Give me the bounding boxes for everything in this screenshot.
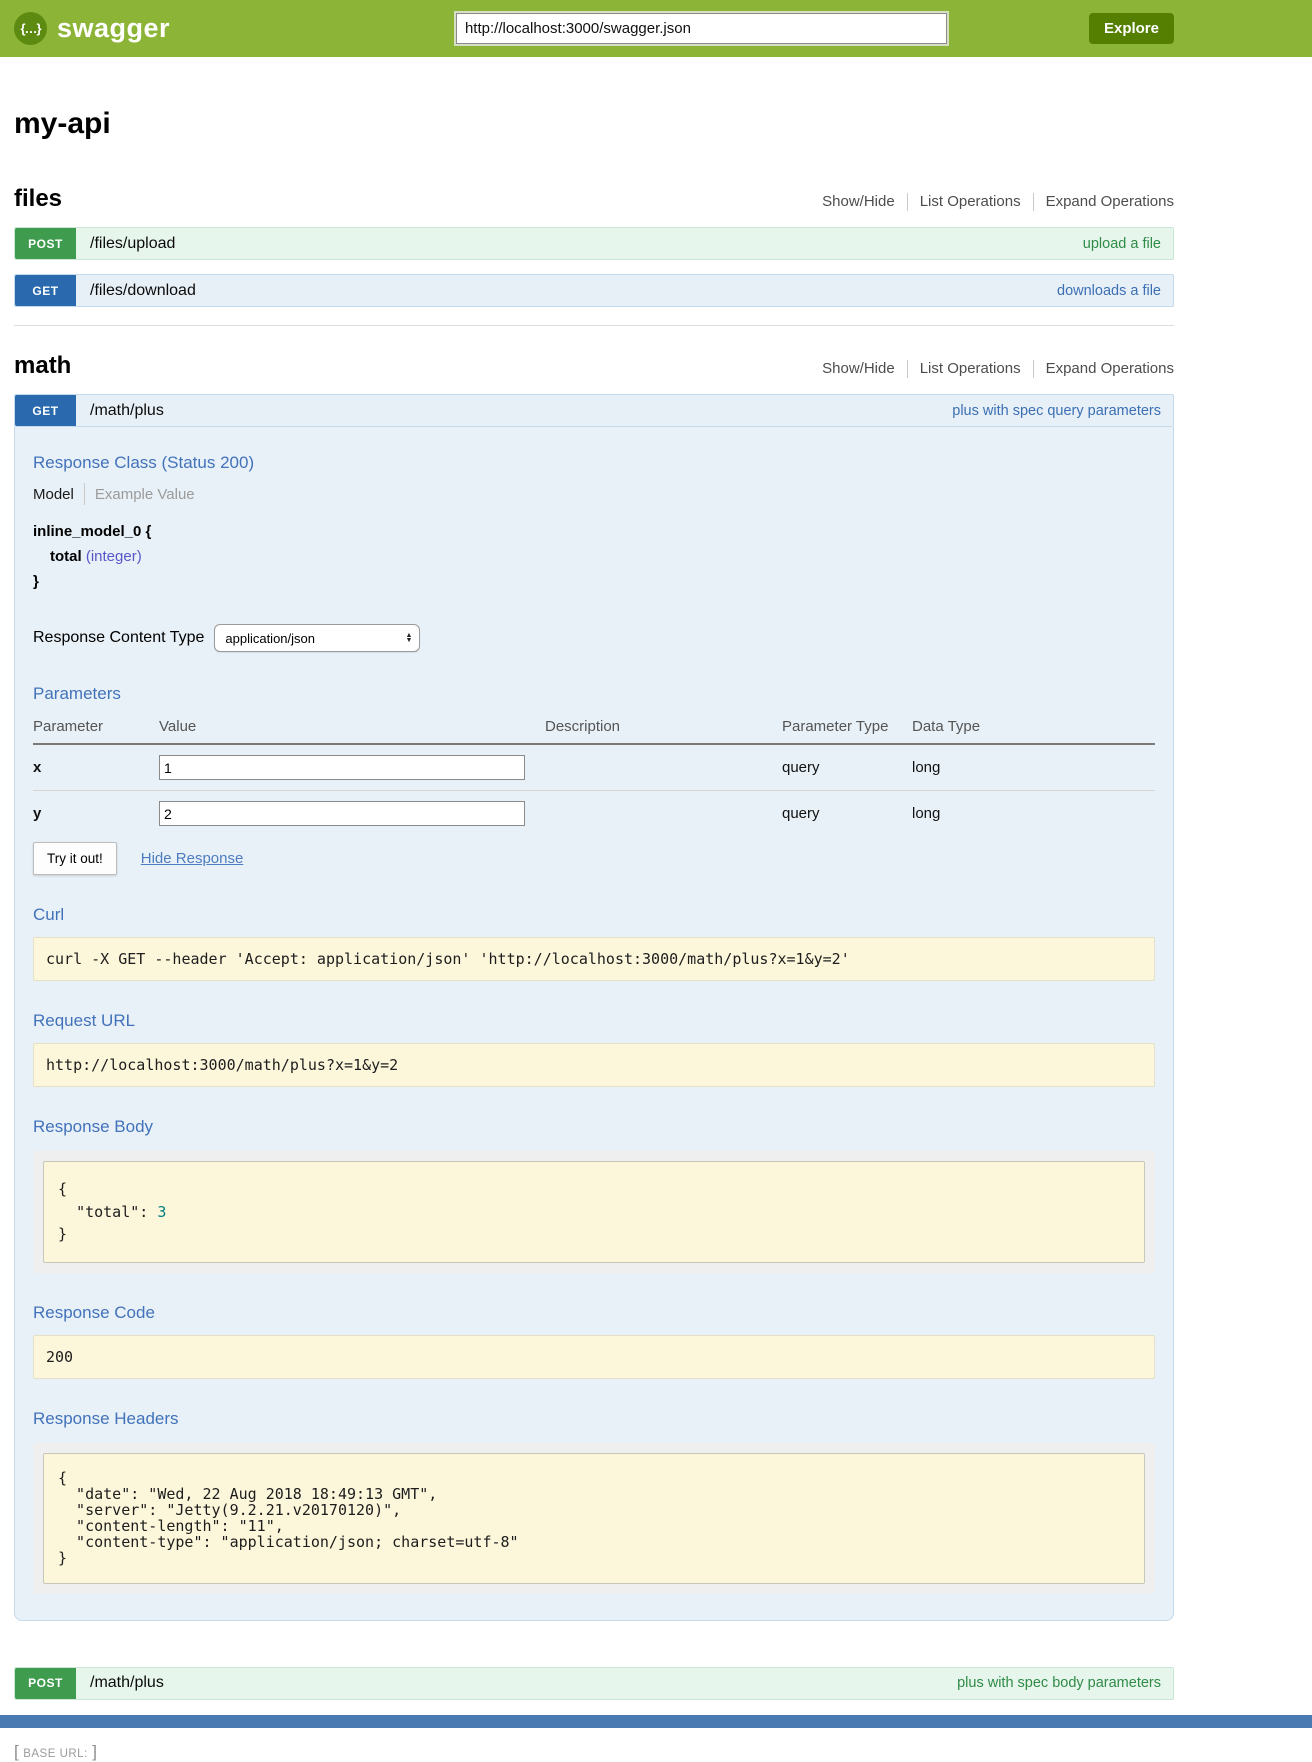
section-math: math Show/Hide List Operations Expand Op…	[14, 352, 1174, 1700]
operation-row-post-math-plus[interactable]: POST /math/plus plus with spec body para…	[14, 1666, 1174, 1700]
parameters-table: Parameter Value Description Parameter Ty…	[33, 714, 1155, 836]
divider	[1032, 359, 1034, 378]
operation-summary-link[interactable]: upload a file	[1082, 235, 1161, 252]
param-type: query	[782, 790, 912, 836]
curl-heading: Curl	[33, 905, 65, 924]
operation-summary-link[interactable]: plus with spec body parameters	[957, 1675, 1161, 1692]
operation-row-get-files-download[interactable]: GET /files/download downloads a file	[14, 274, 1174, 307]
param-data-type: long	[912, 759, 941, 776]
bracket-close: ]	[92, 1741, 97, 1761]
col-header-data-type: Data Type	[912, 714, 1155, 745]
request-url-heading: Request URL	[33, 1011, 136, 1030]
col-header-description: Description	[545, 714, 782, 745]
operation-path[interactable]: /files/download	[90, 281, 196, 299]
section-title-files[interactable]: files	[14, 185, 63, 212]
response-headers-wrapper: { "date": "Wed, 22 Aug 2018 18:49:13 GMT…	[33, 1442, 1155, 1594]
list-operations-link[interactable]: List Operations	[919, 360, 1021, 377]
operation-row-post-files-upload[interactable]: POST /files/upload upload a file	[14, 227, 1174, 260]
header-bar: {…} swagger Explore	[0, 0, 1312, 57]
param-name: x	[33, 759, 42, 776]
param-row-y: y query long	[33, 790, 1155, 836]
expand-operations-link[interactable]: Expand Operations	[1045, 193, 1174, 210]
method-badge-post: POST	[15, 228, 76, 259]
operation-path[interactable]: /math/plus	[90, 401, 164, 419]
spec-url-input[interactable]	[453, 11, 949, 46]
operation-block-get-math-plus: GET /math/plus plus with spec query para…	[14, 394, 1174, 1621]
param-x-value-input[interactable]	[159, 755, 525, 780]
param-row-x: x query long	[33, 744, 1155, 791]
response-headers-heading: Response Headers	[33, 1408, 179, 1428]
operation-path[interactable]: /files/upload	[90, 234, 176, 252]
method-badge-post: POST	[15, 1667, 76, 1699]
swagger-logo-icon[interactable]: {…}	[14, 12, 47, 45]
response-content-type-value: application/json	[225, 630, 315, 646]
col-header-parameter: Parameter	[33, 714, 159, 745]
tab-model[interactable]: Model	[33, 485, 74, 503]
base-url-footer: [ BASE URL: ]	[14, 1742, 1312, 1762]
model-tabs: Model Example Value	[33, 483, 1155, 505]
response-body-box: { "total": 3 }	[43, 1161, 1145, 1263]
select-arrows-icon: ▲ ▼	[405, 632, 413, 644]
response-content-type-select[interactable]: application/json ▲ ▼	[214, 624, 421, 652]
parameters-heading: Parameters	[33, 684, 121, 703]
hide-response-link[interactable]: Hide Response	[140, 850, 244, 867]
param-y-value-input[interactable]	[159, 801, 525, 826]
col-header-parameter-type: Parameter Type	[782, 714, 912, 745]
method-badge-get: GET	[15, 275, 76, 306]
response-content-type-label: Response Content Type	[33, 629, 205, 646]
response-code-box: 200	[33, 1334, 1155, 1379]
method-badge-get: GET	[15, 395, 76, 426]
section-divider	[14, 325, 1174, 326]
request-url-box: http://localhost:3000/math/plus?x=1&y=2	[33, 1043, 1155, 1087]
model-close-brace: }	[33, 573, 39, 590]
response-body-wrapper: { "total": 3 }	[33, 1151, 1155, 1273]
list-operations-link[interactable]: List Operations	[919, 193, 1021, 210]
bottom-bar	[0, 1715, 1312, 1728]
operation-summary-link[interactable]: plus with spec query parameters	[952, 402, 1161, 419]
operation-row-get-math-plus[interactable]: GET /math/plus plus with spec query para…	[14, 394, 1174, 427]
divider	[1032, 192, 1034, 211]
response-class-heading: Response Class (Status 200)	[33, 453, 255, 472]
try-it-out-button[interactable]: Try it out!	[33, 842, 117, 875]
section-files: files Show/Hide List Operations Expand O…	[14, 185, 1174, 307]
response-headers-box: { "date": "Wed, 22 Aug 2018 18:49:13 GMT…	[43, 1452, 1145, 1584]
response-body-number: 3	[157, 1202, 167, 1221]
explore-button[interactable]: Explore	[1088, 13, 1174, 44]
model-signature: inline_model_0 { total (integer) }	[33, 523, 1155, 590]
response-code-heading: Response Code	[33, 1302, 155, 1322]
section-title-math[interactable]: math	[14, 352, 72, 379]
divider	[83, 483, 85, 505]
show-hide-link[interactable]: Show/Hide	[822, 360, 895, 377]
param-type: query	[782, 759, 820, 776]
model-prop-type: (integer)	[85, 548, 142, 565]
divider	[906, 359, 908, 378]
param-description	[545, 790, 782, 836]
operation-summary-link[interactable]: downloads a file	[1057, 282, 1161, 299]
page-title: my-api	[14, 107, 111, 140]
show-hide-link[interactable]: Show/Hide	[822, 193, 895, 210]
brand-title[interactable]: swagger	[57, 13, 171, 43]
param-data-type: long	[912, 790, 1155, 836]
model-prop-name: total	[50, 548, 82, 565]
operation-path[interactable]: /math/plus	[90, 1674, 164, 1692]
param-description	[545, 744, 782, 791]
col-header-value: Value	[159, 714, 545, 745]
param-name: y	[33, 790, 159, 836]
bracket-open: [	[14, 1741, 19, 1761]
response-body-heading: Response Body	[33, 1117, 154, 1136]
divider	[906, 192, 908, 211]
expand-operations-link[interactable]: Expand Operations	[1045, 360, 1174, 377]
curl-command-box: curl -X GET --header 'Accept: applicatio…	[33, 937, 1155, 981]
model-name: inline_model_0 {	[33, 523, 152, 540]
tab-example-value[interactable]: Example Value	[94, 485, 195, 503]
operation-detail-panel: Response Class (Status 200) Model Exampl…	[14, 427, 1174, 1621]
base-url-label: BASE URL:	[23, 1747, 88, 1760]
